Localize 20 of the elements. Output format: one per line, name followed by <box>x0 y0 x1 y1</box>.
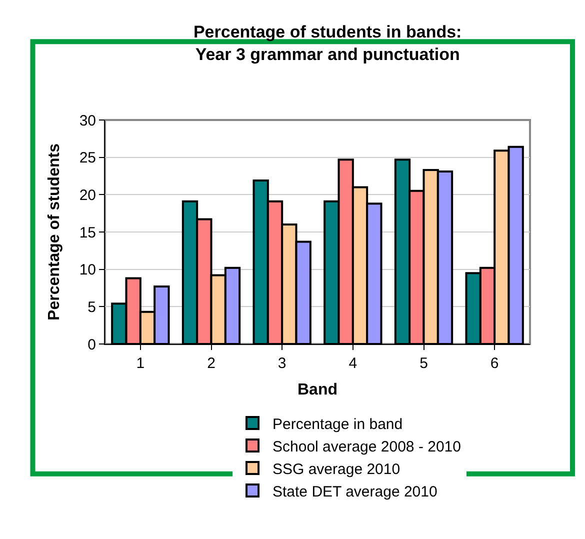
x-tick-label: 2 <box>207 355 216 372</box>
y-tick-label: 30 <box>79 112 96 130</box>
legend-label: School average 2008 - 2010 <box>272 438 461 456</box>
x-tick-label: 5 <box>420 355 428 372</box>
x-axis-title: Band <box>298 382 338 399</box>
y-tick-label: 15 <box>79 224 96 242</box>
y-tick-label: 25 <box>79 150 96 167</box>
y-tick-label: 5 <box>88 298 96 316</box>
x-tick-label: 3 <box>278 355 286 372</box>
chart-title: Percentage of students in bands: Year 3 grammar and punctuation <box>193 22 462 64</box>
legend-label: State DET average 2010 <box>272 483 438 500</box>
y-tick-label: 0 <box>88 336 96 354</box>
x-tick-label: 1 <box>136 355 145 372</box>
legend-label: Percentage in band <box>272 416 403 433</box>
legend-label: SSG average 2010 <box>272 460 400 478</box>
y-tick-label: 10 <box>79 262 96 279</box>
x-tick-label: 4 <box>348 355 358 372</box>
x-tick-label: 6 <box>490 355 499 372</box>
y-tick-label: 20 <box>79 186 96 204</box>
y-axis-title: Percentage of students <box>46 143 64 320</box>
